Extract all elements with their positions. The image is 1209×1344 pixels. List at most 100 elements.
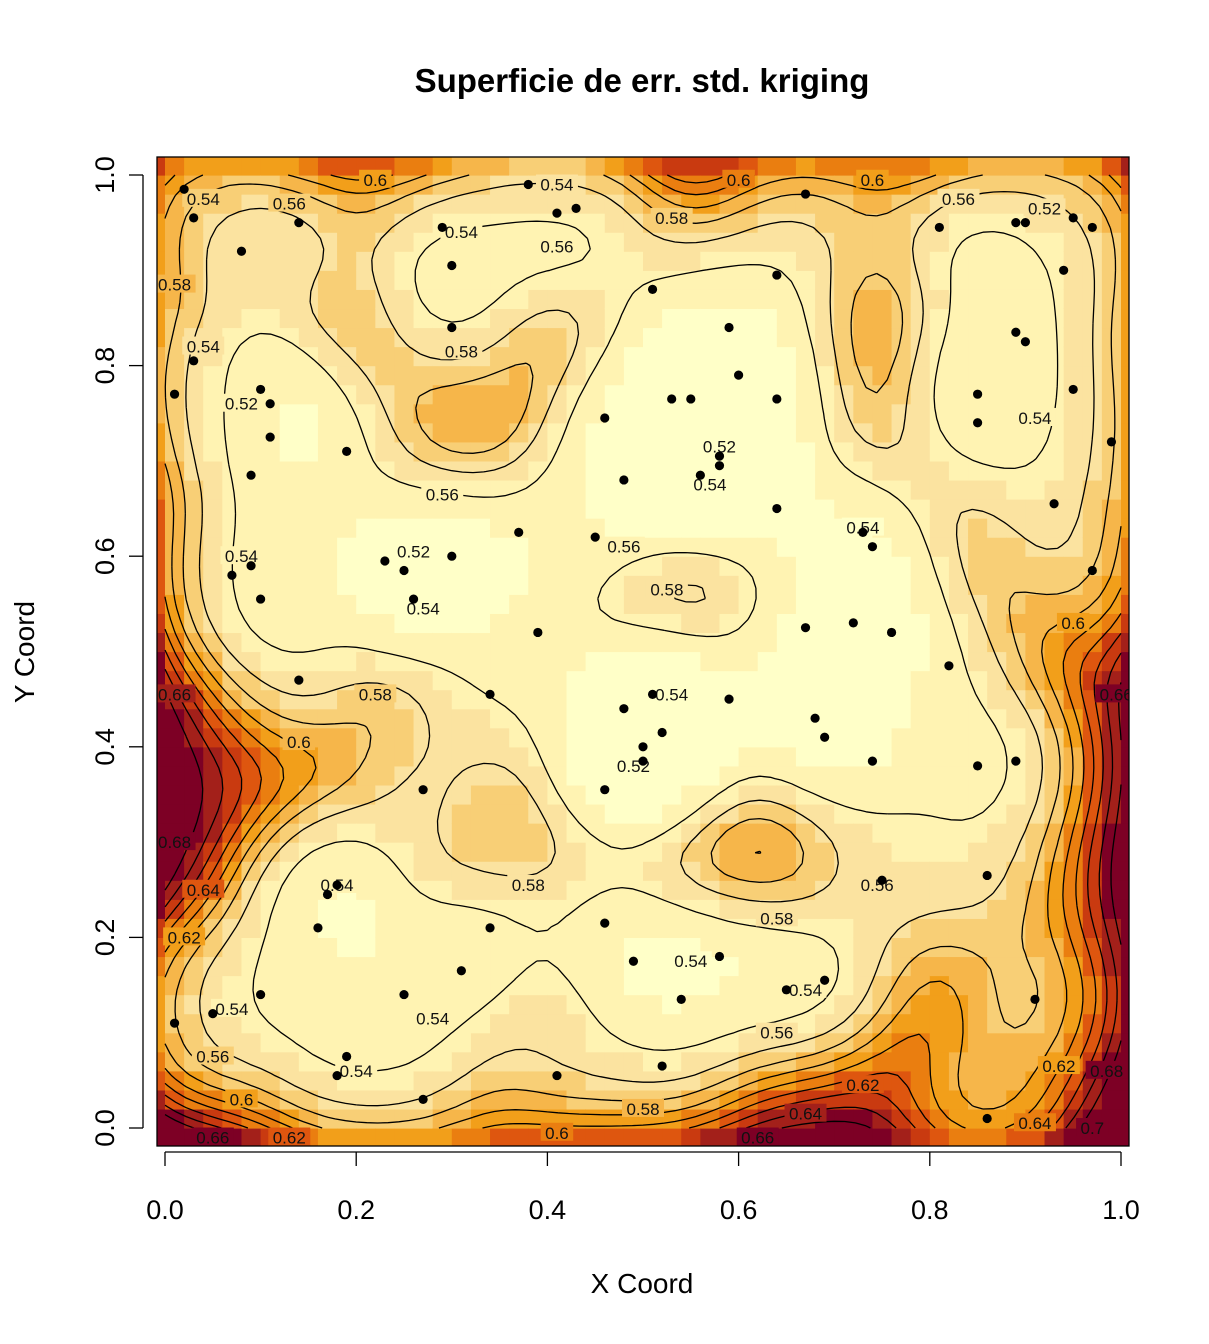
heat-cell xyxy=(1063,479,1084,500)
heat-cell xyxy=(910,746,931,767)
heat-cell xyxy=(317,213,338,233)
heat-cell xyxy=(948,213,969,233)
data-point xyxy=(714,461,725,471)
heat-cell xyxy=(528,746,548,767)
heat-cell xyxy=(853,499,874,519)
heat-cell xyxy=(451,1051,472,1072)
heat-cell xyxy=(929,632,950,653)
heat-cell xyxy=(834,1051,854,1072)
heat-cell xyxy=(834,441,854,462)
heat-cell xyxy=(184,556,204,576)
data-point xyxy=(590,532,600,542)
data-point xyxy=(686,394,696,404)
heat-cell xyxy=(872,899,893,919)
heat-cell xyxy=(719,1032,740,1053)
heat-cell xyxy=(795,422,816,443)
heat-cell xyxy=(662,784,682,805)
heat-cell xyxy=(394,365,415,386)
heat-cell xyxy=(948,460,969,481)
heat-cell xyxy=(490,308,510,329)
heat-cell xyxy=(700,689,721,710)
heat-cell xyxy=(490,403,510,424)
heat-cell xyxy=(987,289,1007,310)
heat-cell xyxy=(279,861,300,881)
heat-cell xyxy=(394,157,415,176)
heat-cell xyxy=(815,1013,835,1034)
heat-cell xyxy=(719,842,740,862)
heat-cell xyxy=(891,651,912,672)
heat-cell xyxy=(528,308,548,329)
heat-cell xyxy=(1025,1070,1046,1091)
heat-cell xyxy=(394,441,415,462)
heat-cell xyxy=(681,365,701,386)
heat-cell xyxy=(547,651,568,672)
heat-cell xyxy=(165,537,185,557)
heat-cell xyxy=(910,422,931,443)
heat-cell xyxy=(968,270,988,290)
data-point xyxy=(1059,265,1069,275)
heat-cell xyxy=(834,861,854,881)
heat-cell xyxy=(413,1051,434,1072)
heat-cell xyxy=(432,613,453,634)
heat-cell xyxy=(413,727,434,748)
heat-cell xyxy=(1044,918,1065,938)
heat-cell xyxy=(662,708,682,729)
data-point xyxy=(256,989,266,1000)
heat-cell xyxy=(623,842,644,862)
heat-cell xyxy=(394,270,415,290)
heat-cell xyxy=(1101,575,1122,595)
heat-cell xyxy=(1121,537,1129,557)
heat-cell xyxy=(260,556,281,576)
heat-cell xyxy=(298,384,319,405)
heat-cell xyxy=(509,499,529,519)
heat-cell xyxy=(413,213,434,233)
heat-cell xyxy=(1044,1032,1065,1053)
heat-cell xyxy=(929,518,950,538)
heat-cell xyxy=(1101,1032,1122,1053)
heat-cell xyxy=(298,422,319,443)
heat-cell xyxy=(662,1089,682,1110)
heat-cell xyxy=(547,575,568,595)
heat-cell xyxy=(337,365,357,386)
heat-cell xyxy=(757,308,778,329)
heat-cell xyxy=(279,460,300,481)
heat-cell xyxy=(1063,537,1084,557)
heat-cell xyxy=(165,479,185,500)
heat-cell xyxy=(948,918,969,938)
heat-cell xyxy=(1006,499,1026,519)
heat-cell xyxy=(413,670,434,691)
heat-cell xyxy=(623,880,644,900)
heat-cell xyxy=(815,575,835,595)
heat-cell xyxy=(910,689,931,710)
heat-cell xyxy=(910,346,931,367)
heat-cell xyxy=(279,270,300,290)
heat-cell xyxy=(279,842,300,862)
heat-cell xyxy=(948,746,969,767)
heat-cell xyxy=(987,918,1007,938)
heat-cell xyxy=(700,499,721,519)
heat-cell xyxy=(356,918,376,938)
heat-cell xyxy=(1121,613,1129,634)
heat-cell xyxy=(585,1032,606,1053)
heat-cell xyxy=(222,194,243,214)
heat-cell xyxy=(623,422,644,443)
heat-cell xyxy=(490,499,510,519)
heat-cell xyxy=(413,251,434,271)
contour-label: 0.52 xyxy=(225,395,258,414)
heat-cell xyxy=(815,194,835,214)
heat-cell xyxy=(222,651,243,672)
heat-cell xyxy=(547,803,568,824)
contour-label-bg xyxy=(268,1127,311,1146)
heat-cell xyxy=(566,823,587,843)
heat-cell xyxy=(547,1013,568,1034)
data-point xyxy=(380,556,390,566)
heat-cell xyxy=(157,727,166,748)
heat-cell xyxy=(795,899,816,919)
heat-cell xyxy=(1121,632,1129,653)
contour-label-bg xyxy=(507,874,550,893)
heat-cell xyxy=(490,346,510,367)
heat-cell xyxy=(1101,194,1122,214)
heat-cell xyxy=(1025,1128,1046,1146)
heat-cell xyxy=(451,670,472,691)
heat-cell xyxy=(872,194,893,214)
